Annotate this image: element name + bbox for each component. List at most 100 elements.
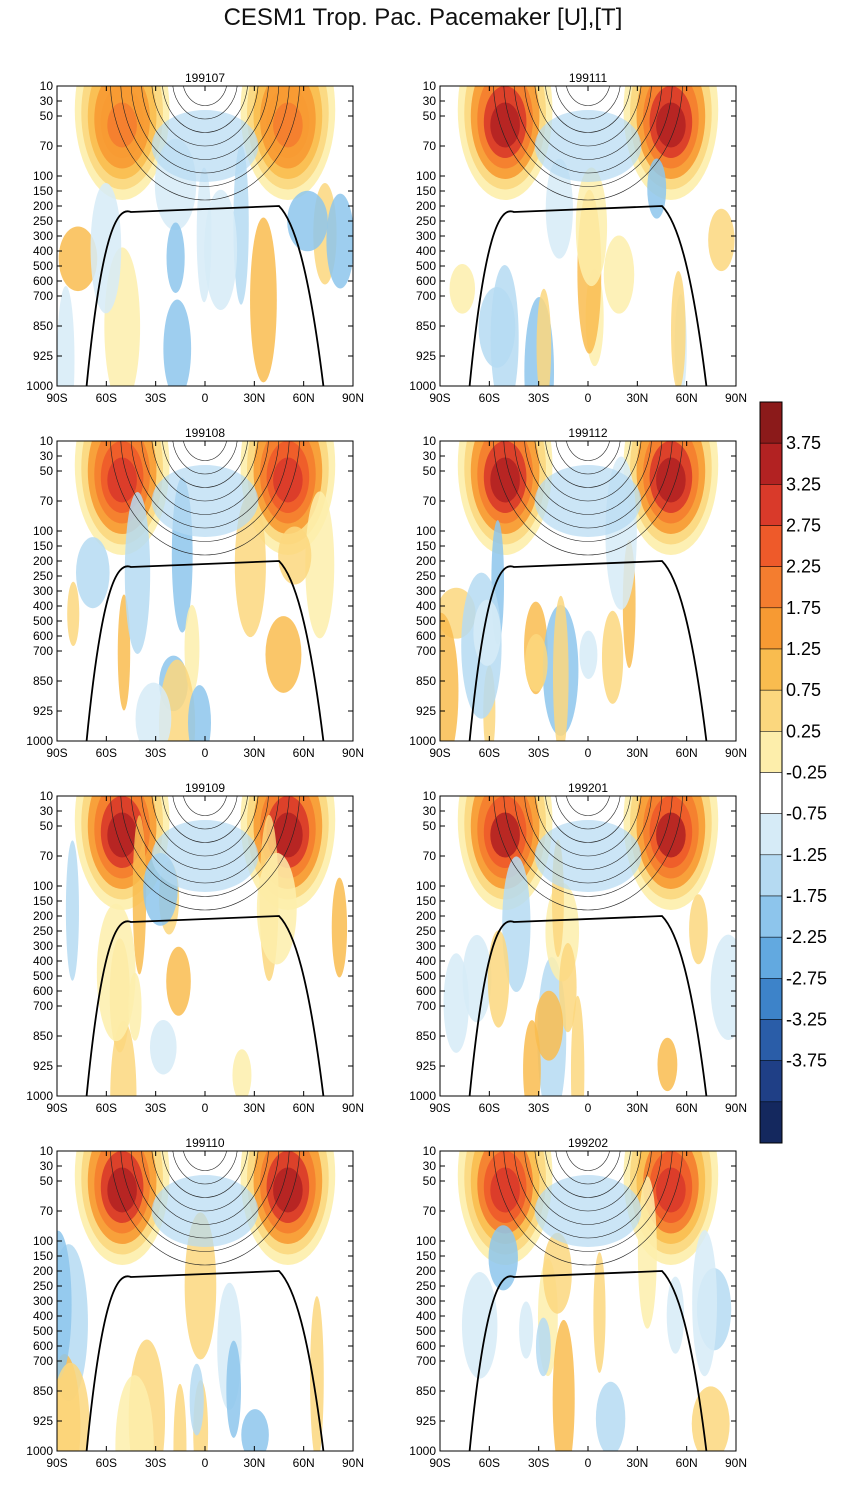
x-tick-label: 90N: [725, 391, 747, 405]
colorbar-swatch: [759, 648, 783, 691]
wind-contour: [183, 441, 227, 461]
warm-anomaly-lobe: [273, 1167, 303, 1213]
y-tick-label: 700: [416, 1354, 436, 1368]
wind-contour: [493, 86, 683, 201]
x-tick-label: 30N: [626, 746, 648, 760]
warm-anomaly-streak: [536, 288, 552, 386]
y-tick-label: 500: [416, 614, 436, 628]
y-tick-label: 100: [33, 1234, 53, 1248]
y-tick-label: 250: [33, 924, 53, 938]
y-tick-label: 30: [423, 449, 437, 463]
y-tick-label: 30: [40, 804, 54, 818]
y-tick-label: 700: [33, 644, 53, 658]
cool-anomaly-streak: [204, 189, 238, 311]
y-tick-label: 70: [40, 494, 54, 508]
wind-contour: [151, 441, 259, 502]
warm-anomaly-streak: [57, 1362, 90, 1451]
cool-anomaly-streak: [135, 682, 172, 741]
colorbar-swatch: [759, 607, 783, 650]
colorbar-label: 1.75: [786, 598, 821, 618]
cool-anomaly-streak: [666, 1276, 685, 1354]
x-tick-label: 0: [585, 1101, 592, 1115]
x-tick-label: 90S: [429, 746, 450, 760]
wind-contour: [545, 796, 631, 843]
wind-contour: [566, 86, 610, 106]
wind-contour: [172, 1151, 238, 1185]
wind-contour: [493, 796, 683, 911]
cool-anomaly-streak: [189, 1363, 204, 1436]
colorbar-swatch: [759, 895, 783, 938]
cool-anomaly-streak: [57, 1230, 72, 1379]
warm-anomaly-streak: [534, 990, 564, 1061]
y-tick-label: 925: [416, 704, 436, 718]
colorbar: 3.75 3.25 2.75 2.25 1.75 1.25 0.75 0.25 -0.25 -0.…: [759, 401, 827, 1144]
y-tick-label: 10: [40, 789, 54, 803]
y-tick-label: 850: [416, 1029, 436, 1043]
wind-contour: [120, 441, 290, 542]
y-tick-label: 925: [416, 349, 436, 363]
y-tick-label: 600: [416, 1339, 436, 1353]
y-tick-label: 70: [423, 1204, 437, 1218]
y-tick-label: 500: [33, 614, 53, 628]
warm-anomaly-streak: [166, 946, 191, 1016]
y-tick-label: 500: [33, 259, 53, 273]
y-tick-label: 150: [416, 894, 436, 908]
y-tick-label: 1000: [409, 379, 436, 393]
x-tick-label: 90N: [725, 1101, 747, 1115]
x-tick-label: 90S: [46, 746, 67, 760]
cool-anomaly-streak: [75, 537, 110, 609]
y-tick-label: 600: [416, 274, 436, 288]
x-tick-label: 60N: [676, 391, 698, 405]
y-tick-label: 500: [416, 969, 436, 983]
warm-anomaly-streak: [265, 616, 302, 693]
cool-anomaly-streak: [188, 685, 211, 741]
x-tick-label: 90N: [725, 1456, 747, 1470]
y-tick-label: 925: [33, 704, 53, 718]
warm-anomaly-streak: [67, 581, 80, 647]
colorbar-swatch: [759, 772, 783, 814]
y-tick-label: 50: [40, 819, 54, 833]
colorbar-label: 1.25: [786, 639, 821, 659]
warm-anomaly-streak: [256, 852, 297, 965]
y-tick-label: 30: [423, 94, 437, 108]
wind-contour: [141, 86, 269, 160]
y-tick-label: 1000: [26, 734, 53, 748]
wind-contour: [151, 1151, 259, 1212]
y-tick-label: 1000: [26, 1444, 53, 1458]
colorbar-swatch: [759, 401, 783, 444]
warm-anomaly-streak: [58, 226, 98, 292]
wind-contour: [555, 86, 621, 120]
warm-anomaly-streak: [689, 894, 708, 965]
panel-field: [57, 441, 353, 741]
wind-contour: [130, 441, 280, 529]
cool-anomaly-streak: [462, 934, 492, 1023]
x-tick-label: 30S: [145, 746, 166, 760]
warm-anomaly-lobe: [490, 457, 520, 503]
wind-contour: [513, 1151, 663, 1239]
warm-anomaly-streak: [603, 235, 635, 314]
y-tick-label: 700: [416, 644, 436, 658]
x-tick-label: 90S: [429, 1456, 450, 1470]
cool-anomaly-streak: [545, 158, 573, 259]
panel-title: 199110: [185, 1136, 224, 1150]
warm-anomaly-streak: [305, 491, 335, 639]
wind-contour: [566, 796, 610, 816]
y-tick-label: 300: [416, 1294, 436, 1308]
x-tick-label: 60N: [293, 1101, 315, 1115]
panel-field: [440, 86, 736, 386]
wind-contour: [503, 441, 673, 542]
y-tick-label: 925: [416, 1059, 436, 1073]
x-tick-label: 0: [202, 1456, 209, 1470]
y-tick-label: 200: [33, 1264, 53, 1278]
y-tick-label: 200: [416, 199, 436, 213]
warm-anomaly-lobe: [490, 812, 520, 858]
warm-anomaly-streak: [575, 167, 608, 287]
x-tick-label: 30S: [145, 1101, 166, 1115]
wind-contour: [503, 86, 673, 187]
x-tick-label: 30S: [145, 391, 166, 405]
y-tick-label: 250: [416, 924, 436, 938]
cool-anomaly-streak: [241, 1409, 269, 1451]
cool-anomaly-streak: [65, 840, 79, 981]
warm-anomaly-streak: [115, 1375, 154, 1451]
